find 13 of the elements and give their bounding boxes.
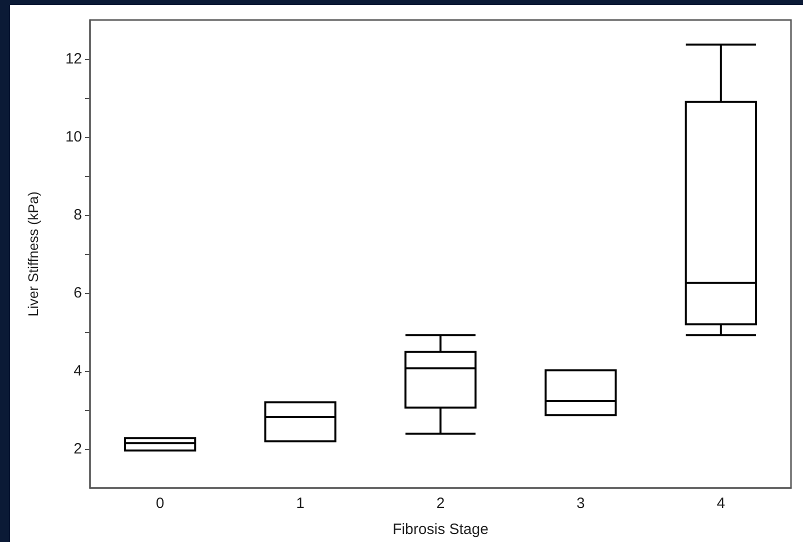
y-tick-label: 6 (74, 284, 82, 302)
x-tick-label: 2 (436, 495, 445, 512)
x-tick-label: 1 (296, 495, 304, 512)
y-tick-label: 12 (65, 50, 82, 68)
y-axis-title: Liver Stiffness (kPa) (25, 191, 41, 317)
x-tick-label: 4 (716, 495, 726, 512)
x-axis-title: Fibrosis Stage (392, 521, 488, 538)
y-tick-label: 10 (65, 128, 82, 146)
x-tick-label: 3 (576, 495, 585, 512)
y-tick-label: 2 (74, 440, 82, 458)
y-tick-label: 8 (74, 206, 82, 224)
x-tick-label: 0 (156, 495, 164, 512)
y-tick-label: 4 (74, 362, 82, 380)
